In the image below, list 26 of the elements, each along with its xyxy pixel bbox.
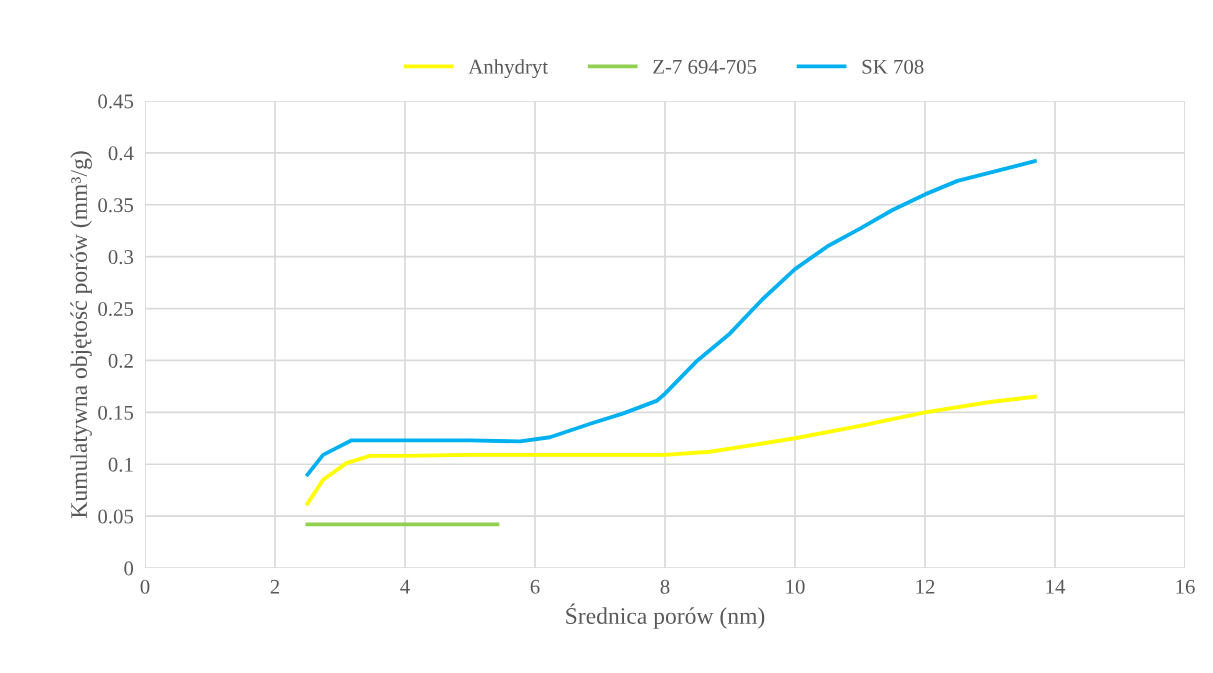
x-axis-title: Średnica porów (nm) [566,603,765,629]
y-tick-label: 0.3 [108,250,134,265]
x-tick-label: 10 [786,579,805,594]
x-tick-label: 6 [530,579,540,594]
x-tick-label: 4 [400,579,410,594]
y-tick-label: 0.1 [108,457,133,472]
x-tick-label: 0 [140,579,150,594]
line-series [305,394,1037,506]
y-tick-label: 0 [124,561,134,576]
y-tick-label: 0.2 [108,353,133,368]
x-tick-label: 14 [1046,579,1066,594]
y-axis-title: Kumulatywna objętość porów (mm³/g) [70,151,92,519]
y-tick-label: 0.35 [98,198,134,213]
y-tick-label: 0.05 [98,509,134,524]
y-tick-label: 0.4 [108,146,134,161]
x-tick-label: 2 [270,579,280,594]
y-tick-label: 0.15 [98,405,134,420]
legend-label: SK 708 [862,59,924,74]
line-series [305,159,1037,477]
y-tick-label: 0.25 [98,301,134,317]
x-tick-label: 12 [916,579,935,594]
legend-label: Z-7 694-705 [653,59,757,74]
legend-label: Anhydryt [468,59,548,79]
x-tick-label: 8 [660,579,670,594]
x-tick-label: 16 [1176,579,1195,594]
y-tick-label: 0.45 [98,94,134,109]
